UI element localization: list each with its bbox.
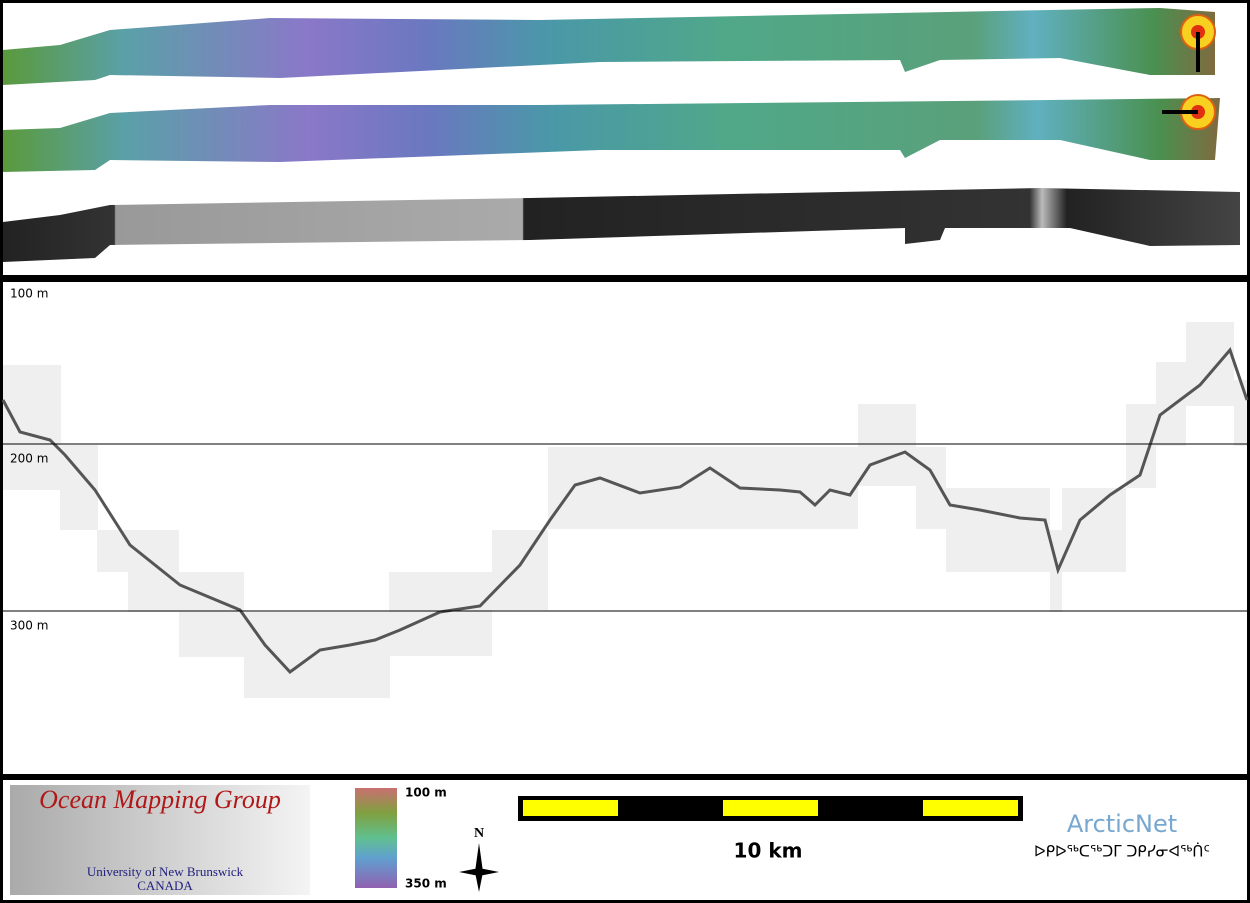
partner-syllabics: ᐅᑭᐅᖅᑕᖅᑐᒥ ᑐᑭᓯᓂᐊᖅᑏᑦ xyxy=(1034,843,1210,861)
depth-label: 200 m xyxy=(10,452,48,466)
north-label: N xyxy=(474,826,484,841)
bathymetry-swath xyxy=(3,8,1215,85)
logo-line: University of New Brunswick xyxy=(87,864,244,879)
colorbar-label: 350 m xyxy=(405,877,447,891)
logo-title: Ocean Mapping Group xyxy=(39,785,281,814)
colorbar xyxy=(355,788,397,888)
partner-name: ArcticNet xyxy=(1067,810,1177,838)
seabed-profile xyxy=(1,347,1249,675)
depth-label: 100 m xyxy=(10,287,48,301)
logo xyxy=(10,785,310,895)
sidescan-swath xyxy=(3,188,1240,262)
shaded-swath xyxy=(3,98,1220,172)
scale-label: 10 km xyxy=(734,839,803,863)
logo-line: CANADA xyxy=(137,878,193,893)
north-arrow xyxy=(459,843,499,892)
scale-segments xyxy=(523,800,1018,816)
sun-marker xyxy=(1162,14,1216,130)
data-blocks xyxy=(3,322,1247,698)
colorbar-label: 100 m xyxy=(405,786,447,800)
depth-label: 300 m xyxy=(10,619,48,633)
